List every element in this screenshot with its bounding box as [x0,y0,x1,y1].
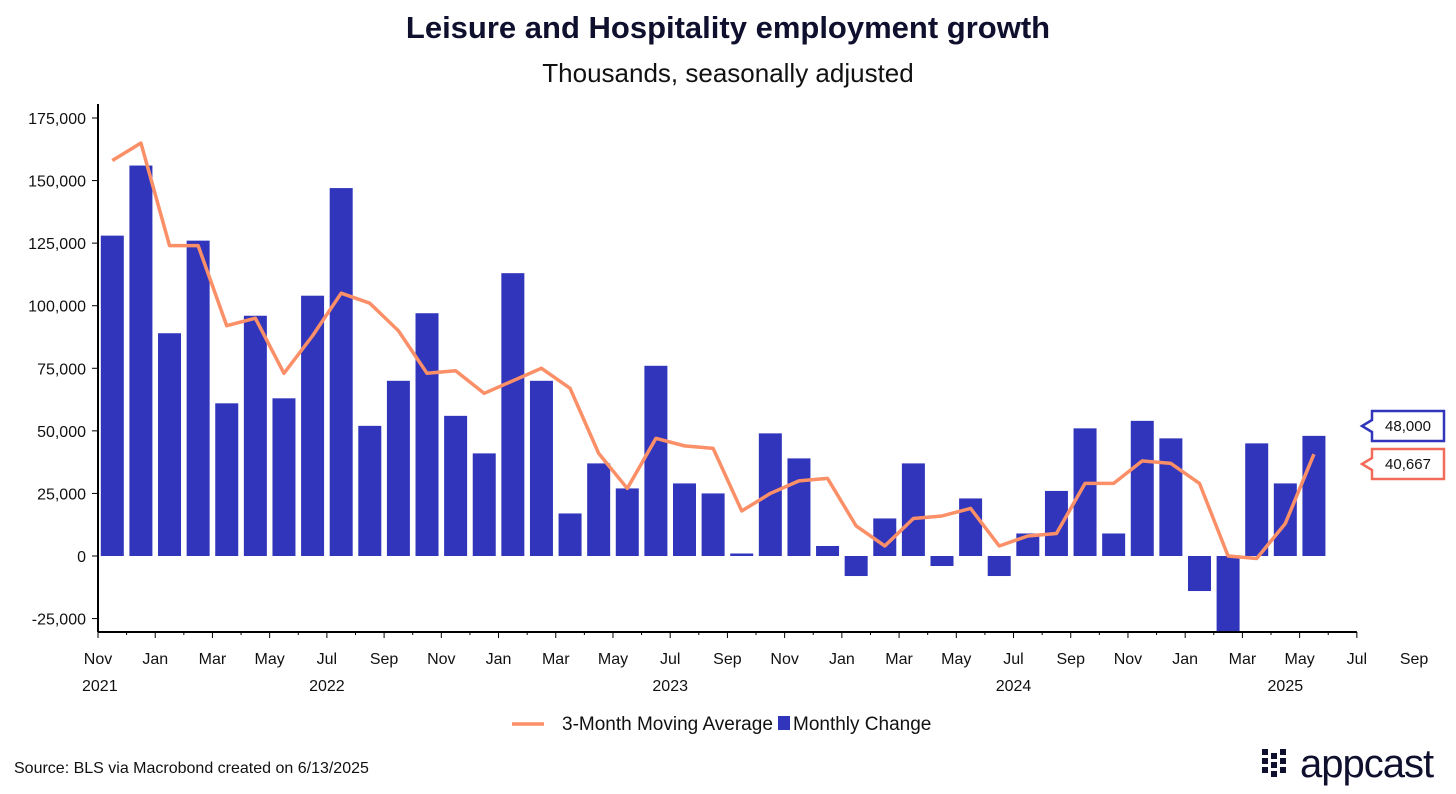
y-tick-label: 175,000 [28,111,86,128]
bar-oct-2024 [1102,533,1126,556]
x-year-label: 2025 [1268,678,1304,695]
x-tick-label: Mar [542,651,570,668]
x-year-label: 2021 [82,678,118,695]
x-tick-label: Mar [199,651,227,668]
x-tick-label: Sep [713,651,742,668]
bar-may-2023 [615,488,639,556]
x-tick-label: Sep [1400,651,1429,668]
x-tick-label: Nov [1114,651,1142,668]
bar-jun-2024 [987,556,1011,577]
chart-title: Leisure and Hospitality employment growt… [405,10,1051,45]
bar-may-2025 [1302,435,1326,556]
bar-sep-2024 [1073,428,1097,556]
bar-oct-2022 [415,313,439,556]
x-tick-label: Nov [84,651,112,668]
y-tick-label: 25,000 [37,486,86,503]
y-tick-label: 50,000 [37,424,86,441]
bar-feb-2025 [1216,556,1240,632]
x-year-label: 2024 [996,678,1032,695]
legend-label-moving-average: 3-Month Moving Average [562,714,773,735]
bar-mar-2024 [901,463,925,556]
x-tick-label: Nov [770,651,798,668]
bar-mar-2022 [215,403,239,556]
x-tick-label: May [255,651,285,668]
bar-nov-2021 [100,235,124,557]
x-tick-label: Jan [1172,651,1198,668]
bar-may-2022 [272,398,296,556]
bar-dec-2021 [129,165,153,556]
x-tick-label: May [941,651,971,668]
bar-mar-2025 [1245,443,1269,556]
y-tick-label: 75,000 [37,361,86,378]
legend-bar-swatch [778,716,790,730]
end-label-value: 48,000 [1385,418,1431,435]
y-tick-label: 125,000 [28,236,86,253]
end-label-value: 40,667 [1385,456,1431,473]
x-tick-label: Jan [486,651,512,668]
bar-sep-2023 [730,553,754,556]
x-tick-label: Jul [660,651,680,668]
x-year-label: 2023 [652,678,688,695]
appcast-logo: appcast [1262,742,1434,787]
bar-jun-2023 [644,365,668,556]
x-tick-label: Sep [1057,651,1086,668]
bar-aug-2022 [358,425,382,556]
bar-mar-2023 [558,513,582,556]
bar-dec-2022 [472,453,496,556]
bar-aug-2023 [701,493,725,556]
x-tick-label: Sep [370,651,399,668]
bar-dec-2024 [1159,438,1183,556]
y-tick-label: 100,000 [28,299,86,316]
bar-jan-2023 [501,273,525,556]
bar-apr-2022 [243,315,267,556]
y-tick-label: 0 [77,549,86,566]
bar-jun-2022 [301,295,325,556]
bar-feb-2022 [186,240,210,556]
y-tick-label: 150,000 [28,174,86,191]
x-tick-label: May [598,651,628,668]
chart-subtitle: Thousands, seasonally adjusted [542,58,914,88]
end-label-box [1359,447,1446,481]
x-tick-label: Jan [142,651,168,668]
bar-aug-2024 [1044,490,1068,556]
bar-nov-2024 [1130,420,1154,556]
bar-feb-2023 [529,380,553,556]
source-note: Source: BLS via Macrobond created on 6/1… [14,760,369,777]
x-tick-label: Jul [317,651,337,668]
bar-jan-2025 [1187,556,1211,592]
bar-apr-2024 [930,556,954,567]
bar-dec-2023 [816,545,840,556]
x-tick-label: Mar [1229,651,1257,668]
x-year-label: 2022 [309,678,345,695]
x-tick-label: May [1285,651,1315,668]
end-label-box [1359,409,1446,443]
legend-label-monthly-change: Monthly Change [793,714,931,735]
bar-jan-2022 [158,333,182,556]
bar-jul-2023 [673,483,697,556]
bar-nov-2023 [787,458,811,556]
x-tick-label: Jul [1347,651,1367,668]
x-tick-label: Jan [829,651,855,668]
x-tick-label: Jul [1003,651,1023,668]
x-tick-label: Mar [885,651,913,668]
bar-nov-2022 [444,415,468,556]
bar-feb-2024 [873,518,897,556]
y-tick-label: -25,000 [32,612,86,629]
x-tick-label: Nov [427,651,455,668]
appcast-logo-icon [1262,748,1286,777]
bar-may-2024 [959,498,983,556]
appcast-logo-text: appcast [1300,742,1434,786]
bar-jul-2022 [329,188,353,556]
bar-sep-2022 [386,380,410,556]
bar-jan-2024 [844,556,868,577]
bar-apr-2023 [587,463,611,556]
